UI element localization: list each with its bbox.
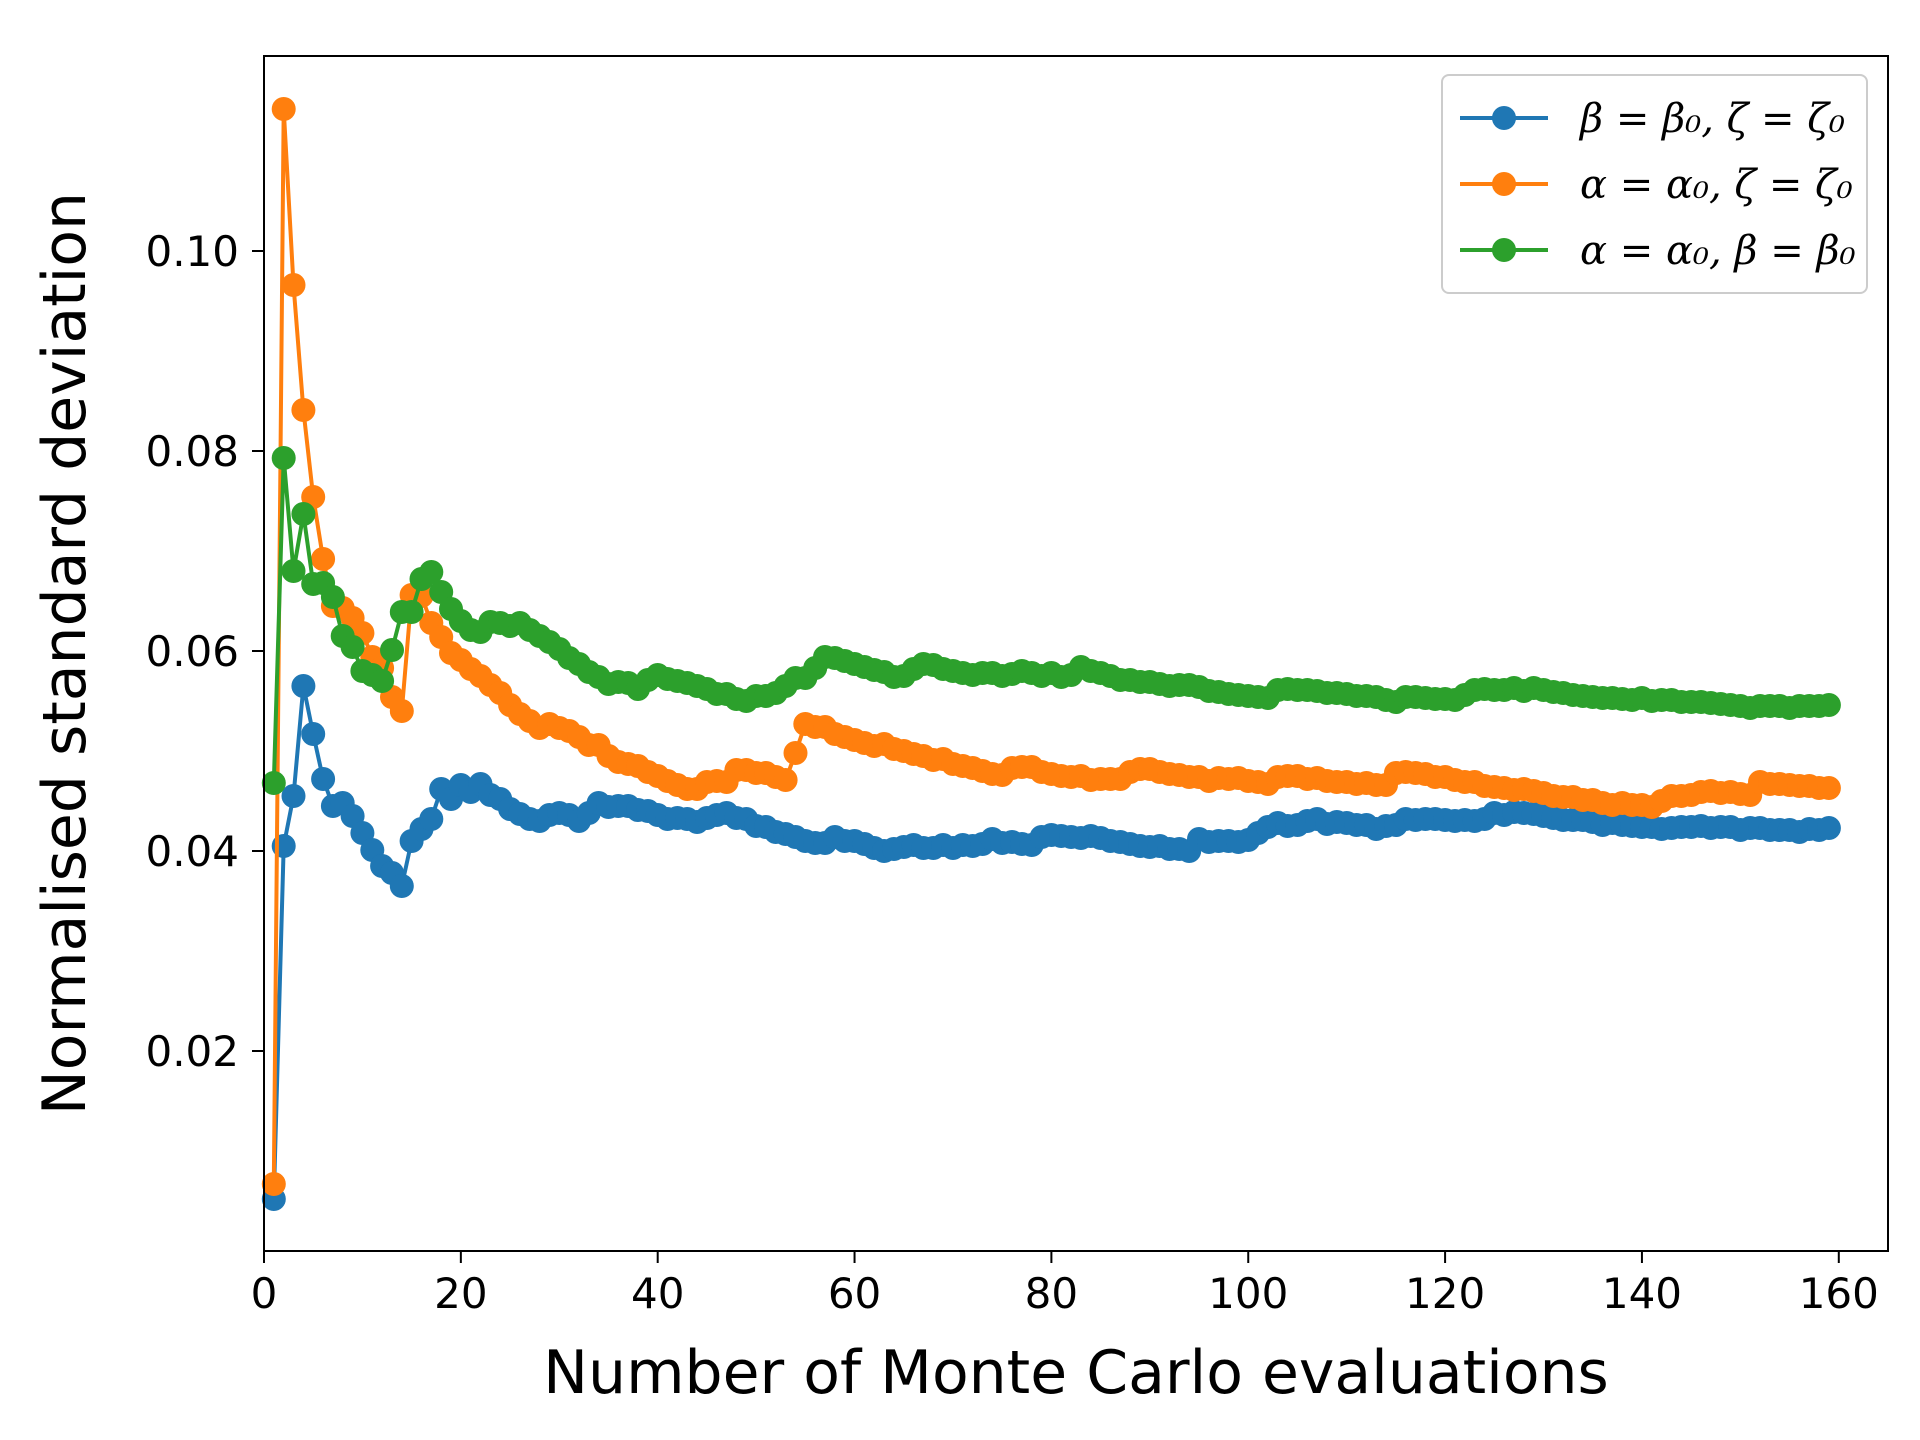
series-2-point <box>261 1172 286 1196</box>
y-tick-label: 0.08 <box>145 427 239 476</box>
x-tick-label: 120 <box>1405 1269 1485 1318</box>
x-tick-label: 0 <box>251 1269 278 1318</box>
x-tick-label: 100 <box>1208 1269 1288 1318</box>
series-2-point <box>783 741 808 765</box>
series-3-point <box>370 669 395 693</box>
series-1 <box>261 674 1841 1211</box>
legend-box <box>1441 74 1868 294</box>
series-1-point <box>389 874 414 898</box>
plot-layer <box>261 97 1841 1211</box>
legend-label: α = α₀, β = β₀ <box>1580 228 1856 274</box>
series-1-point <box>1816 816 1841 840</box>
series-1-point <box>281 784 306 808</box>
series-3-point <box>320 585 345 609</box>
x-tick-label: 160 <box>1799 1269 1879 1318</box>
legend-label: α = α₀, ζ = ζ₀ <box>1580 162 1853 208</box>
series-3-point <box>281 559 306 583</box>
y-axis: 0.02 0.04 0.06 0.08 0.10 <box>145 227 264 1076</box>
legend-label: β = β₀, ζ = ζ₀ <box>1578 96 1845 142</box>
legend-item: α = α₀, ζ = ζ₀ <box>1460 162 1853 208</box>
series-3-point <box>419 560 444 584</box>
y-axis-label: Normalised standard deviation <box>30 192 100 1115</box>
series-3-point <box>261 771 286 795</box>
legend-item: α = α₀, β = β₀ <box>1460 228 1856 274</box>
x-tick-label: 140 <box>1602 1269 1682 1318</box>
series-2-point <box>311 547 336 571</box>
series-2-point <box>291 398 316 422</box>
series-2-point <box>271 97 296 121</box>
series-1-point <box>301 722 326 746</box>
legend: β = β₀, ζ = ζ₀ α = α₀, ζ = ζ₀ α = α₀, β = … <box>1441 74 1868 294</box>
legend-marker <box>1492 238 1516 262</box>
series-3-point <box>271 446 296 470</box>
x-axis: 0 20 40 60 80 100 120 140 160 <box>251 1251 1879 1318</box>
series-3-point <box>1816 693 1841 717</box>
x-tick-label: 20 <box>434 1269 487 1318</box>
series-2-point <box>281 273 306 297</box>
series-3-point <box>340 635 365 659</box>
series-2 <box>261 97 1841 1196</box>
legend-marker <box>1492 106 1516 130</box>
series-3-point <box>399 600 424 624</box>
series-1-point <box>291 674 316 698</box>
y-tick-label: 0.04 <box>145 827 239 876</box>
plot-frame <box>263 55 1889 1252</box>
legend-item: β = β₀, ζ = ζ₀ <box>1460 96 1845 142</box>
series-2-point <box>1816 776 1841 800</box>
legend-marker <box>1492 172 1516 196</box>
series-3-point <box>291 502 316 526</box>
series-3-point <box>380 638 404 662</box>
series-2-point <box>773 768 798 792</box>
x-tick-label: 60 <box>828 1269 881 1318</box>
series-1-point <box>419 807 444 831</box>
y-tick-label: 0.06 <box>145 627 239 676</box>
series-3 <box>261 446 1841 795</box>
y-tick-label: 0.10 <box>145 227 239 276</box>
x-axis-label: Number of Monte Carlo evaluations <box>543 1338 1609 1408</box>
series-2-point <box>389 699 414 723</box>
x-tick-label: 40 <box>631 1269 684 1318</box>
y-tick-label: 0.02 <box>145 1027 239 1076</box>
series-1-point <box>311 767 336 791</box>
x-tick-label: 80 <box>1025 1269 1078 1318</box>
